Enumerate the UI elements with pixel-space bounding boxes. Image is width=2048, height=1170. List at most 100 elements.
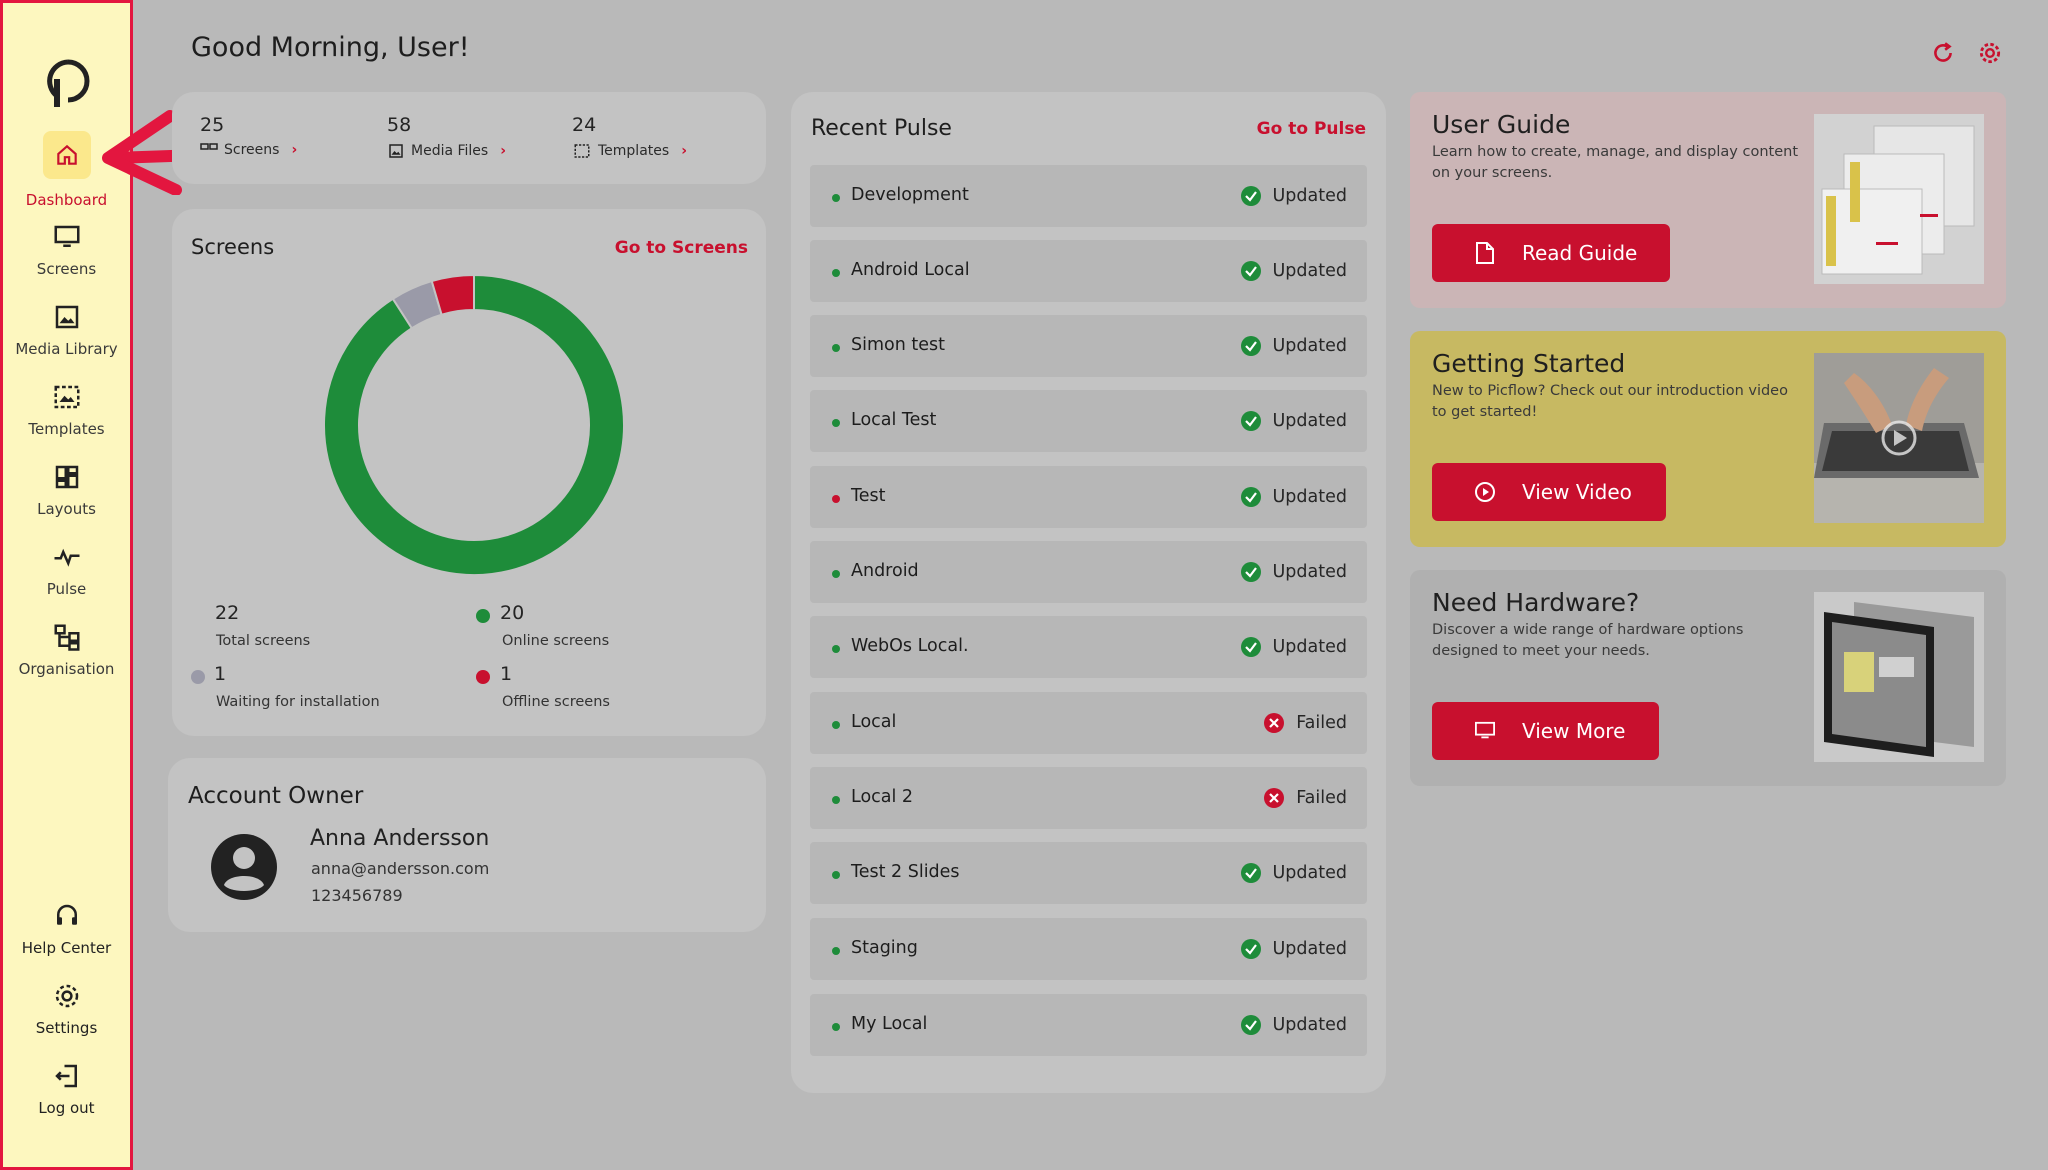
sidebar-item-logout[interactable]: Log out: [3, 1061, 130, 1117]
promo-description: Discover a wide range of hardware option…: [1432, 622, 1744, 659]
pulse-row[interactable]: Local Test Updated: [810, 390, 1367, 452]
status-dot: [832, 495, 840, 503]
online-legend-dot: [476, 609, 490, 623]
pulse-row[interactable]: Local 2 Failed: [810, 767, 1367, 829]
sidebar-item-settings[interactable]: Settings: [3, 981, 130, 1037]
screens-donut-chart: [323, 273, 625, 576]
waiting-legend-dot: [191, 670, 205, 684]
waiting-count: 1: [214, 663, 227, 685]
owner-phone: 123456789: [311, 886, 403, 905]
sidebar-item-label: Organisation: [18, 660, 115, 678]
user-avatar-icon: [211, 834, 277, 900]
pulse-screen-name: Local 2: [851, 787, 914, 807]
image-icon: [52, 302, 82, 332]
pulse-icon: [52, 542, 82, 572]
check-circle-icon: [1240, 939, 1261, 959]
offline-legend-dot: [476, 670, 490, 684]
stat-link[interactable]: Templates ›: [572, 142, 687, 160]
pulse-row[interactable]: Local Failed: [810, 692, 1367, 754]
sidebar-item-label: Layouts: [37, 500, 96, 518]
pulse-screen-name: Test: [851, 486, 886, 506]
card-title: Account Owner: [188, 783, 364, 809]
check-circle-icon: [1240, 562, 1261, 582]
stat-screens[interactable]: 25 Screens ›: [200, 114, 297, 158]
pulse-row[interactable]: WebOs Local. Updated: [810, 616, 1367, 678]
read-guide-button[interactable]: Read Guide: [1432, 224, 1670, 282]
donut-slice-offline: [430, 273, 475, 316]
gear-icon: [52, 981, 82, 1011]
stat-link[interactable]: Screens ›: [200, 142, 297, 158]
pulse-status: Updated: [1239, 259, 1347, 283]
pulse-status-label: Updated: [1272, 186, 1348, 206]
logout-icon: [52, 1061, 82, 1091]
stat-templates[interactable]: 24 Templates ›: [572, 114, 687, 160]
card-title: Screens: [191, 235, 275, 259]
getting-started-card: Getting Started New to Picflow? Check ou…: [1410, 331, 2006, 547]
check-circle-icon: [1240, 411, 1261, 431]
pulse-row[interactable]: Simon test Updated: [810, 315, 1367, 377]
donut-slice-online: [323, 273, 625, 576]
pulse-row[interactable]: Test 2 Slides Updated: [810, 842, 1367, 904]
headset-icon: [52, 901, 82, 931]
settings-gear-icon[interactable]: [1977, 40, 2003, 66]
pulse-status: Updated: [1239, 1013, 1348, 1037]
sidebar-item-label: Help Center: [21, 939, 112, 957]
sidebar-item-label: Dashboard: [25, 191, 108, 209]
pulse-row[interactable]: Staging Updated: [810, 918, 1367, 980]
status-dot: [832, 947, 840, 955]
pulse-status: Updated: [1239, 485, 1347, 509]
screens-card: Screens Go to Screens 22 Total screens 2…: [172, 209, 766, 736]
owner-email: anna@andersson.com: [311, 859, 490, 878]
online-screens-label: Online screens: [502, 633, 610, 649]
pulse-status-label: Failed: [1296, 788, 1347, 808]
sidebar-item-pulse[interactable]: Pulse: [3, 542, 130, 598]
check-circle-icon: [1240, 186, 1261, 206]
page-greeting: Good Morning, User!: [191, 32, 470, 63]
promo-title: Need Hardware?: [1432, 588, 1640, 617]
monitor-icon: [1475, 721, 1495, 739]
check-circle-icon: [1240, 487, 1261, 507]
sidebar-item-dashboard[interactable]: Dashboard: [3, 131, 130, 209]
pulse-screen-name: Test 2 Slides: [851, 862, 960, 882]
sidebar-item-screens[interactable]: Screens: [3, 222, 130, 278]
sidebar-item-label: Log out: [38, 1099, 95, 1117]
waiting-label: Waiting for installation: [216, 694, 380, 710]
pulse-status-label: Updated: [1272, 863, 1348, 883]
pulse-screen-name: Android: [851, 561, 919, 581]
pulse-status-label: Updated: [1272, 1015, 1348, 1035]
go-to-pulse-link[interactable]: Go to Pulse: [1256, 119, 1366, 139]
pulse-row[interactable]: Test Updated: [810, 466, 1367, 528]
video-thumbnail-image: [1814, 353, 1984, 523]
pulse-row[interactable]: Development Updated: [810, 165, 1367, 227]
pulse-row[interactable]: Android Updated: [810, 541, 1367, 603]
button-label: Read Guide: [1522, 241, 1638, 265]
sidebar-item-templates[interactable]: Templates: [3, 382, 130, 438]
pulse-status-label: Updated: [1272, 562, 1348, 582]
promo-title: User Guide: [1432, 110, 1571, 139]
pulse-row[interactable]: Android Local Updated: [810, 240, 1367, 302]
go-to-screens-link[interactable]: Go to Screens: [614, 238, 748, 258]
total-screens-count: 22: [215, 602, 240, 624]
pulse-status: Updated: [1239, 861, 1348, 885]
sidebar-item-label: Screens: [36, 260, 97, 278]
refresh-icon[interactable]: [1930, 40, 1956, 66]
play-circle-icon: [1475, 482, 1495, 502]
offline-count: 1: [500, 663, 513, 685]
pulse-screen-name: Android Local: [851, 260, 970, 280]
sidebar-item-label: Media Library: [15, 340, 118, 358]
view-video-button[interactable]: View Video: [1432, 463, 1666, 521]
promo-title: Getting Started: [1432, 349, 1626, 378]
sidebar-item-help-center[interactable]: Help Center: [3, 901, 130, 957]
pulse-row[interactable]: My Local Updated: [810, 994, 1367, 1056]
view-more-button[interactable]: View More: [1432, 702, 1659, 760]
sidebar-item-organisation[interactable]: Organisation: [3, 622, 130, 678]
check-circle-icon: [1240, 863, 1261, 883]
stat-count: 24: [572, 114, 597, 136]
stat-link[interactable]: Media Files ›: [387, 142, 506, 160]
sidebar-item-layouts[interactable]: Layouts: [3, 462, 130, 518]
pulse-status: Failed: [1262, 786, 1347, 810]
online-screens-count: 20: [500, 602, 525, 624]
sidebar-item-media-library[interactable]: Media Library: [3, 302, 130, 358]
status-dot: [832, 194, 840, 202]
stat-media-files[interactable]: 58 Media Files ›: [387, 114, 506, 160]
